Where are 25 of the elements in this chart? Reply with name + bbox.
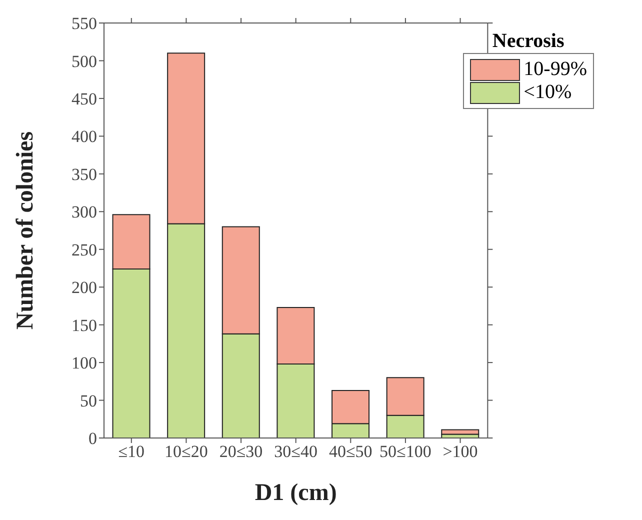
x-tick-label: ≤10 <box>118 442 145 462</box>
bar <box>441 429 480 435</box>
y-tick-label: 550 <box>72 14 97 34</box>
y-tick-label: 100 <box>72 354 97 373</box>
y-tick-label: 200 <box>72 278 97 298</box>
y-tick-label: 300 <box>72 202 97 222</box>
y-tick-label: 350 <box>72 164 97 184</box>
y-tick-label: 250 <box>72 240 97 260</box>
y-axis-title: Number of colonies <box>12 131 39 330</box>
x-tick-label: >100 <box>442 442 478 462</box>
y-tick-label: 400 <box>72 127 97 146</box>
x-tick-label: 30≤40 <box>274 442 318 462</box>
x-tick-label: 20≤30 <box>219 442 263 462</box>
y-tick-label: 450 <box>72 89 97 108</box>
legend-title: Necrosis <box>491 30 566 53</box>
x-tick-label: 10≤20 <box>164 442 208 462</box>
x-tick-label: 50≤100 <box>380 442 432 462</box>
legend-label: <10% <box>524 81 572 104</box>
y-tick-label: 50 <box>80 391 97 410</box>
legend-label: 10-99% <box>524 58 587 81</box>
x-tick-label: 40≤50 <box>328 442 372 462</box>
y-tick-label: 0 <box>88 429 97 448</box>
x-axis-title: D1 (cm) <box>254 480 337 506</box>
y-tick-label: 500 <box>72 52 97 71</box>
y-tick-label: 150 <box>72 316 97 335</box>
